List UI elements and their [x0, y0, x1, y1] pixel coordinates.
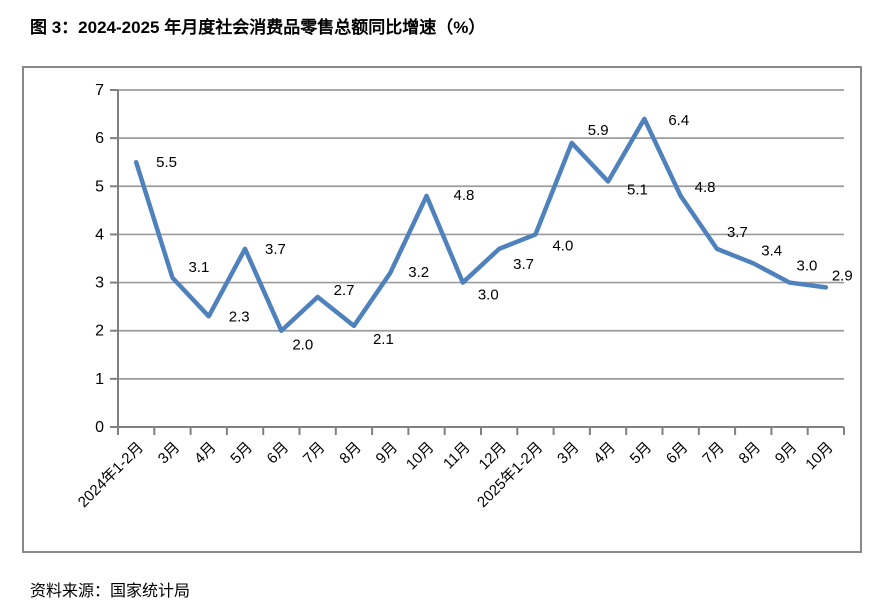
data-point-label: 2.9	[832, 267, 853, 284]
x-category-label: 6月	[663, 439, 692, 468]
data-point-label: 3.1	[188, 259, 209, 276]
svg-text:2025年1-2月: 2025年1-2月	[474, 439, 546, 511]
y-tick-label: 6	[95, 130, 104, 147]
data-point-label: 3.4	[761, 242, 782, 259]
data-point-label: 4.8	[695, 179, 716, 196]
svg-text:2024年1-2月: 2024年1-2月	[75, 439, 147, 511]
x-category-label: 8月	[736, 439, 765, 468]
svg-text:8月: 8月	[336, 439, 365, 468]
data-series-line	[133, 116, 829, 333]
svg-text:10月: 10月	[403, 439, 437, 473]
x-category-label: 9月	[772, 439, 801, 468]
svg-text:9月: 9月	[373, 439, 402, 468]
svg-text:6月: 6月	[663, 439, 692, 468]
x-category-label: 6月	[264, 439, 293, 468]
x-category-label: 5月	[627, 439, 656, 468]
x-category-label: 4月	[191, 439, 220, 468]
x-category-label: 3月	[554, 439, 583, 468]
x-category-label: 7月	[699, 439, 728, 468]
y-tick-label: 2	[95, 323, 104, 340]
x-category-label: 3月	[155, 439, 184, 468]
svg-text:3月: 3月	[155, 439, 184, 468]
x-category-label: 9月	[373, 439, 402, 468]
svg-text:11月: 11月	[440, 439, 474, 473]
x-category-label: 10月	[403, 439, 437, 473]
data-point-label: 6.4	[668, 112, 689, 129]
source-note: 资料来源：国家统计局	[30, 583, 191, 600]
x-category-label: 5月	[227, 439, 256, 468]
data-point-label: 3.2	[408, 264, 429, 281]
x-category-label: 7月	[300, 439, 329, 468]
data-point-label: 3.0	[478, 287, 499, 304]
y-tick-label: 5	[95, 178, 104, 195]
svg-text:5月: 5月	[627, 439, 656, 468]
data-point-label: 3.7	[727, 224, 748, 241]
data-point-label: 2.1	[373, 331, 394, 348]
data-point-label: 3.7	[265, 241, 286, 258]
svg-text:10月: 10月	[802, 439, 836, 473]
svg-text:7月: 7月	[699, 439, 728, 468]
data-point-label: 5.1	[627, 181, 648, 198]
data-point-label: 5.9	[588, 122, 609, 139]
data-point-label: 2.0	[292, 337, 313, 354]
data-point-label: 2.3	[229, 308, 250, 325]
data-point-label: 4.8	[454, 187, 475, 204]
data-point-label: 5.5	[156, 154, 177, 171]
x-category-label: 10月	[802, 439, 836, 473]
svg-text:8月: 8月	[736, 439, 765, 468]
y-tick-label: 1	[95, 371, 104, 388]
data-point-label: 4.0	[552, 237, 573, 254]
svg-text:6月: 6月	[264, 439, 293, 468]
y-tick-label: 7	[95, 82, 104, 99]
y-tick-label: 4	[95, 226, 104, 243]
x-category-label: 2024年1-2月	[75, 439, 147, 511]
svg-text:3月: 3月	[554, 439, 583, 468]
figure-title: 图 3：2024-2025 年月度社会消费品零售总额同比增速（%）	[30, 18, 486, 37]
svg-text:9月: 9月	[772, 439, 801, 468]
y-tick-label: 0	[95, 419, 104, 436]
data-point-label: 3.0	[797, 258, 818, 275]
svg-text:4月: 4月	[191, 439, 220, 468]
svg-text:4月: 4月	[590, 439, 619, 468]
y-tick-label: 3	[95, 275, 104, 292]
x-category-label: 4月	[590, 439, 619, 468]
svg-text:5月: 5月	[227, 439, 256, 468]
x-category-label: 8月	[336, 439, 365, 468]
data-point-label: 3.7	[513, 256, 534, 273]
x-category-label: 11月	[440, 439, 474, 473]
data-point-label: 2.7	[334, 282, 355, 299]
chart-container: 0 1 2 3 4 5 6 7 2024年1-2月 3月 4月 5月 6月 7月 8月 9月 10月 11月 12月…	[22, 66, 862, 553]
svg-text:7月: 7月	[300, 439, 329, 468]
x-category-label: 2025年1-2月	[474, 439, 546, 511]
